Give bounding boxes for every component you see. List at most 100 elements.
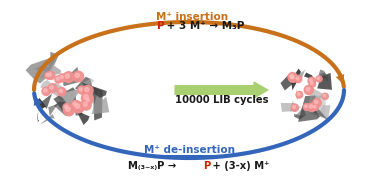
Circle shape	[85, 87, 89, 92]
Polygon shape	[304, 73, 314, 80]
Circle shape	[63, 72, 74, 82]
Circle shape	[291, 104, 299, 111]
Circle shape	[304, 85, 313, 94]
Polygon shape	[40, 80, 64, 95]
Circle shape	[308, 77, 315, 85]
Circle shape	[66, 107, 70, 111]
Circle shape	[73, 102, 84, 113]
Circle shape	[65, 105, 68, 108]
Circle shape	[306, 87, 310, 91]
Circle shape	[79, 88, 82, 91]
Text: + (3-x) M⁺: + (3-x) M⁺	[209, 161, 270, 171]
Circle shape	[75, 73, 79, 78]
Circle shape	[317, 77, 320, 80]
Circle shape	[77, 86, 85, 94]
Circle shape	[59, 89, 62, 93]
Text: P: P	[203, 161, 210, 171]
Circle shape	[296, 91, 303, 98]
Circle shape	[84, 95, 88, 99]
Polygon shape	[308, 87, 324, 105]
Circle shape	[305, 105, 307, 108]
Polygon shape	[298, 69, 306, 79]
Circle shape	[64, 105, 74, 116]
Circle shape	[48, 73, 51, 76]
Circle shape	[309, 105, 313, 108]
Polygon shape	[317, 73, 332, 90]
Polygon shape	[53, 87, 77, 114]
Polygon shape	[75, 105, 83, 116]
Polygon shape	[294, 114, 304, 120]
Polygon shape	[40, 61, 61, 78]
Polygon shape	[93, 87, 103, 120]
Circle shape	[296, 77, 299, 80]
Polygon shape	[50, 52, 59, 71]
Polygon shape	[63, 67, 81, 86]
Circle shape	[50, 86, 53, 89]
Circle shape	[56, 77, 59, 80]
Polygon shape	[36, 98, 46, 110]
Circle shape	[48, 84, 57, 93]
Circle shape	[289, 74, 297, 82]
Polygon shape	[41, 93, 52, 109]
Text: M⁺ insertion: M⁺ insertion	[156, 12, 228, 22]
Circle shape	[290, 75, 294, 78]
Circle shape	[303, 104, 310, 110]
FancyArrow shape	[175, 82, 268, 98]
Circle shape	[294, 76, 302, 83]
Circle shape	[84, 97, 93, 105]
Circle shape	[316, 76, 322, 82]
Circle shape	[312, 104, 319, 110]
Polygon shape	[310, 96, 326, 118]
Polygon shape	[52, 82, 71, 101]
Polygon shape	[92, 89, 109, 114]
Circle shape	[57, 87, 66, 96]
Circle shape	[322, 93, 328, 99]
Polygon shape	[75, 77, 94, 96]
Circle shape	[46, 71, 55, 79]
Text: + 3 M⁺ → M₃P: + 3 M⁺ → M₃P	[163, 21, 244, 31]
Polygon shape	[54, 102, 71, 116]
Circle shape	[86, 98, 89, 102]
Circle shape	[55, 76, 62, 83]
Polygon shape	[40, 114, 55, 125]
Circle shape	[323, 94, 326, 97]
Polygon shape	[34, 66, 51, 72]
Circle shape	[75, 104, 80, 108]
Circle shape	[71, 100, 80, 109]
Text: 10000 LIB cycles: 10000 LIB cycles	[175, 95, 269, 105]
Polygon shape	[316, 69, 328, 81]
Circle shape	[313, 99, 321, 107]
Circle shape	[297, 93, 300, 95]
Polygon shape	[298, 95, 320, 122]
Circle shape	[63, 103, 71, 111]
Circle shape	[291, 75, 294, 79]
Polygon shape	[307, 105, 330, 122]
Circle shape	[83, 86, 93, 96]
Circle shape	[308, 103, 316, 112]
Circle shape	[81, 100, 91, 110]
Polygon shape	[78, 112, 90, 125]
Circle shape	[314, 105, 316, 108]
Polygon shape	[37, 110, 39, 122]
Polygon shape	[81, 82, 107, 98]
Polygon shape	[317, 105, 331, 119]
Circle shape	[309, 81, 316, 87]
Circle shape	[65, 74, 70, 78]
Circle shape	[42, 87, 50, 95]
Polygon shape	[290, 100, 301, 112]
Circle shape	[81, 92, 93, 104]
Polygon shape	[48, 103, 58, 116]
Polygon shape	[280, 72, 293, 91]
Circle shape	[46, 73, 49, 76]
Circle shape	[44, 89, 47, 92]
Circle shape	[60, 75, 63, 79]
Polygon shape	[320, 72, 328, 82]
Circle shape	[288, 73, 297, 82]
Circle shape	[73, 71, 84, 82]
Polygon shape	[296, 89, 298, 102]
Polygon shape	[295, 106, 306, 119]
Circle shape	[314, 100, 318, 104]
Circle shape	[45, 72, 52, 79]
Circle shape	[293, 105, 296, 108]
Text: M₍₃₋ₓ₎P →: M₍₃₋ₓ₎P →	[128, 161, 176, 171]
